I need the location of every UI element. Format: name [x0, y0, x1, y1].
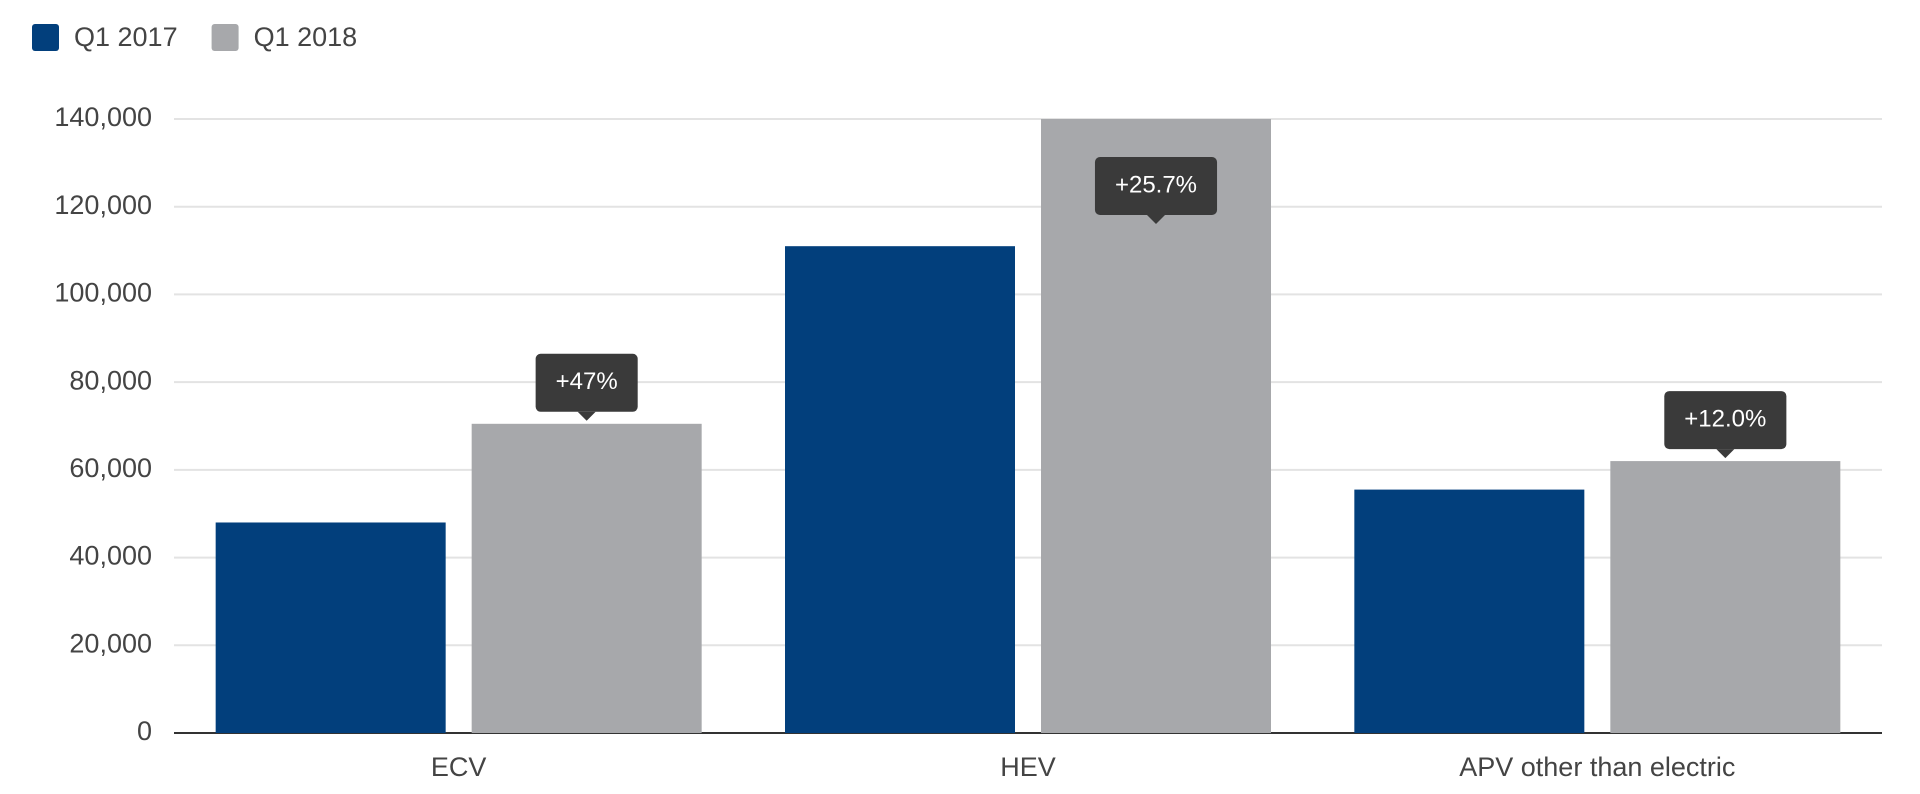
x-tick-label: HEV: [1000, 752, 1056, 782]
x-tick-label: ECV: [431, 752, 487, 782]
bar: [471, 423, 702, 733]
y-tick-label: 60,000: [69, 453, 152, 483]
annotation-pointer: [1147, 215, 1165, 224]
annotation-pointer: [1716, 449, 1735, 459]
y-tick-label: 0: [137, 716, 152, 746]
bar: [215, 522, 446, 733]
bar: [1354, 489, 1585, 733]
y-tick-label: 140,000: [54, 102, 152, 132]
annotation-label: +12.0%: [1684, 405, 1766, 432]
legend-label: Q1 2017: [74, 22, 178, 52]
bar: [785, 246, 1015, 733]
bar: [1610, 461, 1841, 733]
y-tick-label: 40,000: [69, 541, 152, 571]
legend-label: Q1 2018: [254, 22, 358, 52]
legend-swatch: [32, 24, 59, 51]
y-tick-label: 120,000: [54, 190, 152, 220]
y-tick-label: 20,000: [69, 628, 152, 658]
annotation-box: [1664, 391, 1787, 450]
annotation-pointer: [577, 411, 596, 421]
x-tick-label: APV other than electric: [1459, 752, 1735, 782]
legend-swatch: [211, 24, 239, 51]
annotation: +25.7%: [1094, 157, 1218, 224]
annotation-label: +47%: [556, 368, 618, 395]
annotation-label: +25.7%: [1115, 171, 1197, 198]
annotation: +12.0%: [1664, 391, 1787, 459]
annotation-box: [535, 353, 638, 412]
y-tick-label: 80,000: [69, 365, 152, 395]
annotation: +47%: [535, 353, 638, 421]
annotation-box: [1094, 157, 1218, 215]
y-tick-label: 100,000: [54, 278, 152, 308]
